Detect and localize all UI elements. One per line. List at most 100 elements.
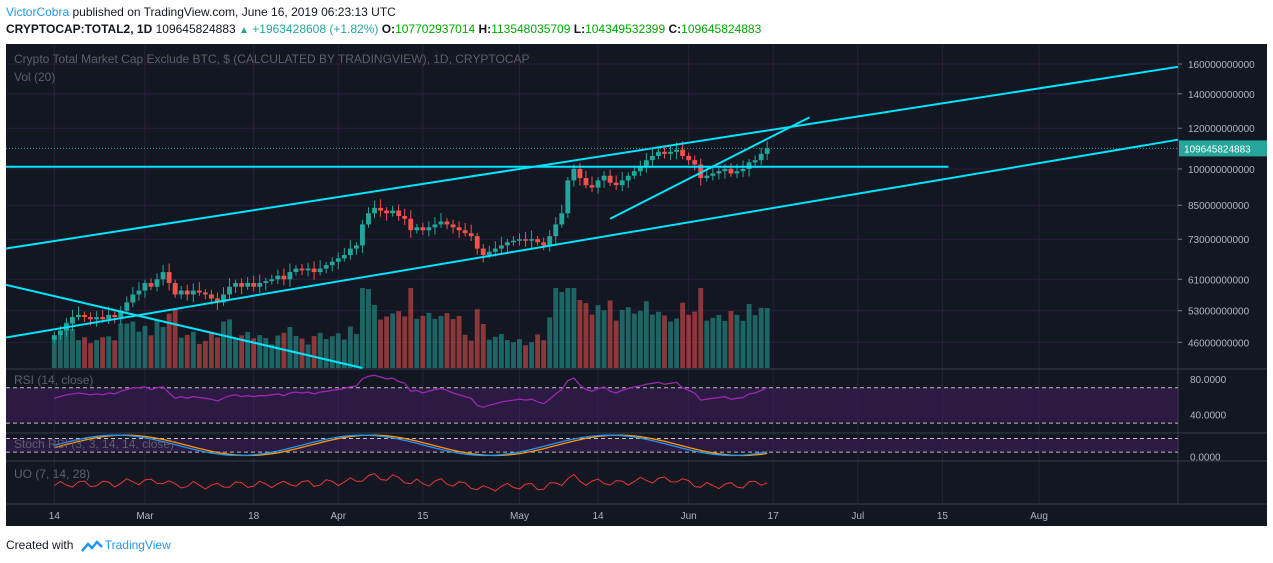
volume-bar: [317, 332, 323, 368]
volume-bar: [233, 338, 238, 368]
candle: [764, 148, 770, 154]
volume-bar: [269, 344, 275, 368]
candle: [468, 233, 474, 237]
volume-bar: [529, 342, 535, 368]
rsi-axis-label: 40.0000: [1190, 410, 1227, 421]
candle: [251, 282, 257, 287]
candle: [88, 317, 93, 320]
trendline: [6, 138, 1179, 339]
volume-bar: [674, 318, 679, 368]
author-link[interactable]: VictorCobra: [6, 5, 70, 19]
volume-bar: [450, 319, 456, 368]
volume-bar: [498, 334, 504, 368]
candle: [323, 265, 329, 269]
up-arrow-icon: ▲: [239, 25, 249, 36]
candle: [631, 171, 637, 176]
candle: [456, 227, 462, 231]
x-axis-label: 18: [248, 511, 260, 522]
price-axis-label: 100000000000: [1188, 165, 1255, 176]
candle: [662, 151, 667, 154]
stoch-k-line: [54, 434, 768, 457]
candle: [649, 155, 655, 161]
candle: [686, 155, 692, 161]
price-axis-label: 53000000000: [1188, 307, 1250, 318]
candle: [559, 213, 565, 225]
volume-bar: [88, 343, 93, 368]
volume-bar: [668, 321, 673, 368]
candle: [450, 224, 456, 228]
last-price: 109645824883: [155, 22, 236, 36]
volume-bar: [208, 331, 214, 368]
candle: [486, 251, 492, 256]
candle: [523, 239, 528, 241]
volume-bar: [142, 325, 148, 368]
candle: [680, 149, 686, 156]
candle: [94, 317, 100, 320]
candle: [722, 168, 728, 172]
volume-bar: [372, 304, 377, 368]
candle: [311, 268, 317, 273]
candle: [613, 182, 619, 186]
volume-bar: [505, 340, 510, 368]
volume-bar: [82, 337, 87, 368]
candle: [396, 210, 402, 216]
candle: [360, 224, 365, 246]
volume-label: Vol (20): [14, 70, 55, 84]
candle: [577, 168, 583, 179]
volume-bar: [329, 336, 335, 368]
volume-bar: [589, 314, 595, 368]
x-axis-label: 14: [592, 511, 604, 522]
candle: [547, 236, 553, 246]
chart-canvas[interactable]: 160000000000 140000000000 120000000000 1000…: [6, 44, 1267, 526]
candle: [480, 248, 486, 256]
volume-bar: [426, 312, 432, 368]
volume-bar: [637, 310, 643, 368]
volume-bar: [335, 333, 341, 368]
candle: [166, 272, 172, 283]
candle: [565, 180, 571, 214]
tradingview-logo-icon: [80, 539, 103, 552]
candle: [698, 164, 704, 179]
open-value: 107702937014: [395, 22, 476, 36]
volume-bar: [136, 331, 142, 368]
volume-bar: [680, 302, 686, 368]
candle: [462, 230, 468, 234]
candle: [746, 162, 752, 169]
candle: [239, 282, 245, 287]
candle: [100, 317, 106, 320]
candle: [692, 160, 698, 165]
volume-bar: [190, 331, 196, 368]
x-axis-label: 15: [417, 511, 429, 522]
x-axis-label: Aug: [1030, 511, 1048, 522]
volume-bar: [311, 336, 317, 368]
volume-bar: [57, 332, 63, 368]
volume-bar: [353, 334, 359, 368]
volume-bar: [215, 337, 220, 368]
volume-bar: [480, 324, 486, 368]
low-value: 104349532399: [585, 22, 666, 36]
x-axis-label: Jun: [681, 511, 697, 522]
volume-bar: [752, 315, 758, 368]
volume-bar: [728, 311, 734, 368]
volume-bar: [571, 288, 577, 368]
price-axis-label: 120000000000: [1188, 124, 1255, 135]
volume-bar: [402, 316, 408, 368]
volume-bar: [523, 345, 528, 368]
candle: [408, 218, 414, 231]
uo-label: UO (7, 14, 28): [14, 467, 90, 481]
tradingview-brand-link[interactable]: TradingView: [104, 538, 171, 552]
candle: [233, 282, 238, 287]
candle: [704, 175, 710, 179]
candle: [190, 290, 196, 295]
high-value: 113548035709: [491, 22, 571, 36]
candle: [227, 286, 232, 295]
rsi-label: RSI (14, close): [14, 373, 93, 387]
candle: [202, 292, 208, 295]
volume-bar: [124, 323, 130, 368]
volume-bar: [396, 311, 402, 368]
volume-bar: [474, 309, 480, 368]
candle: [257, 282, 263, 287]
close-label: C:: [668, 22, 682, 36]
trendline: [6, 283, 363, 369]
candle: [106, 314, 112, 320]
